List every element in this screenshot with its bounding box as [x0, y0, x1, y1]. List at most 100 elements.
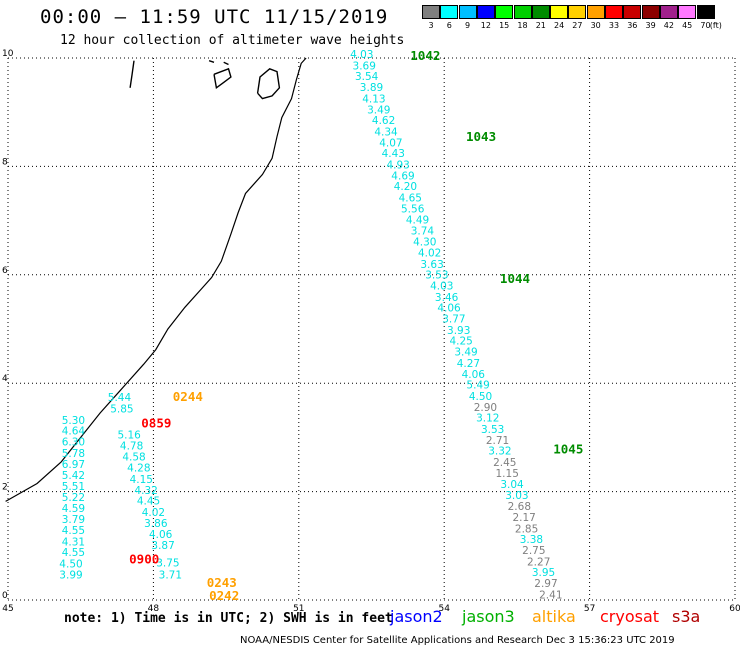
legend-item-jason2: jason2: [390, 607, 443, 626]
scale-label: 45: [682, 21, 693, 30]
swh-value-label: 4.78: [120, 440, 143, 452]
swh-value-label: 4.64: [62, 426, 86, 438]
swh-value-label: 3.04: [500, 479, 524, 491]
swh-value-label: 3.53: [425, 270, 448, 282]
coastline: [5, 57, 307, 502]
swh-value-label: 6.30: [62, 437, 85, 449]
scale-swatch: [440, 5, 459, 19]
y-tick-label: 10: [2, 49, 14, 59]
scale-swatch: [458, 5, 477, 19]
scale-label: 24: [554, 21, 565, 30]
scale-swatch: [476, 5, 495, 19]
swh-value-label: 2.85: [515, 523, 538, 535]
y-tick-label: 2: [2, 483, 8, 493]
swh-value-label: 4.32: [134, 485, 157, 497]
track-time-label: 1042: [410, 48, 440, 63]
swh-value-label: 3.12: [476, 413, 499, 425]
scale-swatch: [659, 5, 678, 19]
scale-label: 15: [499, 21, 510, 30]
y-tick-label: 4: [2, 374, 8, 384]
swh-value-label: 2.71: [486, 435, 509, 447]
swh-value-label: 3.89: [360, 82, 383, 94]
swh-value-label: 4.02: [142, 507, 165, 519]
swh-value-label: 4.55: [62, 525, 85, 537]
scale-swatch: [550, 5, 569, 19]
swh-value-label: 5.16: [117, 429, 141, 441]
x-tick-label: 60: [729, 604, 740, 614]
x-tick-label: 57: [584, 604, 595, 614]
legend-item-altika: altika: [532, 607, 576, 626]
footer-credit: NOAA/NESDIS Center for Satellite Applica…: [240, 635, 675, 646]
scale-swatch: [568, 5, 587, 19]
swh-value-label: 2.75: [522, 545, 545, 557]
track-time-label: 0244: [173, 389, 203, 404]
y-tick-label: 6: [2, 266, 8, 276]
swh-value-label: 3.63: [420, 259, 443, 271]
track-time-label: 0900: [129, 552, 159, 567]
swh-value-label: 5.78: [62, 448, 85, 460]
swh-value-label: 2.68: [508, 501, 531, 513]
legend-item-cryosat: cryosat: [600, 607, 660, 626]
swh-value-label: 4.07: [379, 137, 402, 149]
swh-value-label: 4.55: [62, 547, 85, 559]
scale-unit: (ft): [709, 21, 722, 30]
swh-value-label: 4.65: [399, 193, 422, 205]
scale-swatch: [605, 5, 623, 19]
track-time-label: 1045: [553, 442, 583, 457]
swh-value-label: 4.02: [418, 247, 441, 259]
swh-value-label: 3.32: [488, 446, 511, 458]
swh-value-label: 5.22: [62, 492, 85, 504]
scale-label: 6: [446, 21, 452, 30]
scale-label: 21: [535, 21, 546, 30]
track-time-label: 0859: [141, 416, 171, 431]
swh-value-label: 5.49: [466, 380, 489, 392]
swh-value-label: 3.46: [435, 292, 459, 304]
swh-value-label: 4.20: [394, 181, 417, 193]
swh-value-label: 3.74: [411, 226, 435, 238]
scale-label: 3: [428, 21, 434, 30]
swh-value-label: 3.03: [505, 490, 528, 502]
scale-label: 30: [590, 21, 601, 30]
swh-value-label: 4.06: [462, 369, 486, 381]
track-time-label: 1044: [500, 271, 530, 286]
swh-value-label: 2.45: [493, 457, 516, 469]
swh-value-label: 4.69: [391, 170, 414, 182]
swh-value-label: 4.28: [127, 463, 150, 475]
swh-value-label: 3.99: [59, 569, 82, 581]
swh-value-label: 4.45: [137, 496, 160, 508]
swh-value-label: 4.31: [62, 536, 85, 548]
swh-value-label: 4.25: [449, 336, 472, 348]
scale-label: 36: [627, 21, 638, 30]
scale-label: 9: [465, 21, 471, 30]
x-tick-label: 45: [2, 604, 13, 614]
swh-value-label: 2.41: [539, 589, 562, 601]
swh-value-label: 3.49: [367, 104, 390, 116]
y-tick-label: 0: [2, 591, 8, 601]
legend-item-s3a: s3a: [672, 607, 701, 626]
scale-swatch: [513, 5, 532, 19]
scale-label: 18: [517, 21, 528, 30]
swh-value-label: 5.51: [62, 481, 85, 493]
swh-value-label: 3.71: [159, 569, 182, 581]
swh-value-label: 4.34: [374, 127, 398, 139]
swh-value-label: 2.90: [474, 402, 497, 414]
scale-swatch: [696, 5, 715, 19]
x-tick-label: 48: [148, 604, 160, 614]
swh-value-label: 2.17: [512, 512, 535, 524]
swh-value-label: 3.93: [447, 325, 470, 337]
swh-value-label: 3.77: [442, 313, 465, 325]
swh-value-label: 5.56: [401, 203, 425, 215]
y-tick-label: 8: [2, 157, 8, 167]
scale-swatch: [531, 5, 550, 19]
swh-value-label: 4.03: [350, 49, 373, 61]
swh-value-label: 4.50: [469, 391, 492, 403]
scale-swatch: [495, 5, 514, 19]
swh-value-label: 3.86: [144, 518, 168, 530]
island-outline: [129, 60, 135, 88]
island-outline: [223, 61, 229, 66]
swh-value-label: 6.97: [62, 459, 85, 471]
swh-value-label: 3.69: [353, 60, 376, 72]
scale-label: 39: [645, 21, 656, 30]
page-title: 00:00 – 11:59 UTC 11/15/2019: [40, 6, 389, 28]
